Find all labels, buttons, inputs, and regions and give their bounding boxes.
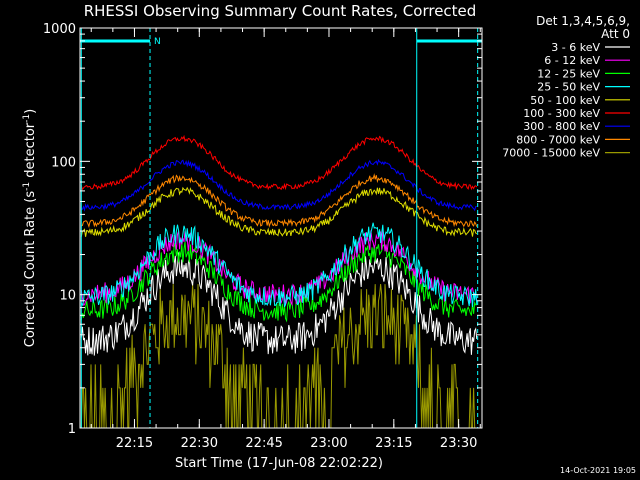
y-axis-ticks: 1 10 100 1000 [43, 22, 482, 437]
y-tick-label: 100 [51, 155, 76, 170]
y-axis-label: Corrected Count Rate (s-1 detector-1) [22, 109, 38, 347]
legend-label: 7000 - 15000 keV [502, 147, 600, 160]
legend-label: 100 - 300 keV [523, 107, 600, 120]
series-line-3-6kev [80, 252, 478, 356]
legend-header-line1: Det 1,3,4,5,6,9, [536, 14, 630, 28]
marker-group: N [80, 28, 482, 428]
series-line-100-300kev [80, 134, 478, 191]
legend-label: 6 - 12 keV [544, 54, 600, 67]
y-label-part1: Corrected Count Rate (s [23, 191, 38, 348]
y-tick-label: 10 [59, 289, 76, 304]
night-marker-label: N [154, 37, 161, 47]
x-tick-label: 22:15 [116, 436, 153, 451]
y-label-part2: detector [23, 122, 38, 182]
generation-timestamp: 14-Oct-2021 19:05 [560, 466, 636, 475]
series-line-50-100kev [80, 186, 478, 237]
chart-title: RHESSI Observing Summary Count Rates, Co… [84, 2, 477, 20]
x-tick-label: 23:00 [310, 436, 347, 451]
x-tick-label: 22:45 [245, 436, 282, 451]
legend-label: 300 - 800 keV [523, 120, 600, 133]
y-tick-label: 1000 [43, 22, 76, 37]
series-line-300-800kev [81, 158, 477, 212]
y-label-sup2: -1 [22, 114, 32, 123]
y-label-part3: ) [23, 109, 38, 114]
x-axis-ticks: 22:15 22:30 22:45 23:00 23:15 23:30 [90, 28, 481, 451]
series-line-25-50kev [80, 222, 478, 308]
legend-label: 25 - 50 keV [537, 81, 600, 94]
y-tick-label: 1 [68, 422, 76, 437]
legend-label: 800 - 7000 keV [516, 133, 600, 146]
plot-frame [79, 27, 483, 429]
series-line-800-7000kev [81, 173, 478, 229]
x-tick-label: 23:15 [375, 436, 412, 451]
x-tick-label: 23:30 [440, 436, 477, 451]
legend-label: 12 - 25 keV [537, 67, 600, 80]
x-tick-label: 22:30 [181, 436, 218, 451]
legend-label: 3 - 6 keV [551, 41, 600, 54]
legend-label: 50 - 100 keV [530, 94, 600, 107]
legend-header-line2: Att 0 [601, 27, 630, 41]
plot-data-group [80, 134, 478, 429]
x-axis-label: Start Time (17-Jun-08 22:02:22) [175, 456, 383, 471]
y-label-sup1: -1 [22, 182, 32, 191]
series-line-12-25kev [80, 241, 477, 323]
